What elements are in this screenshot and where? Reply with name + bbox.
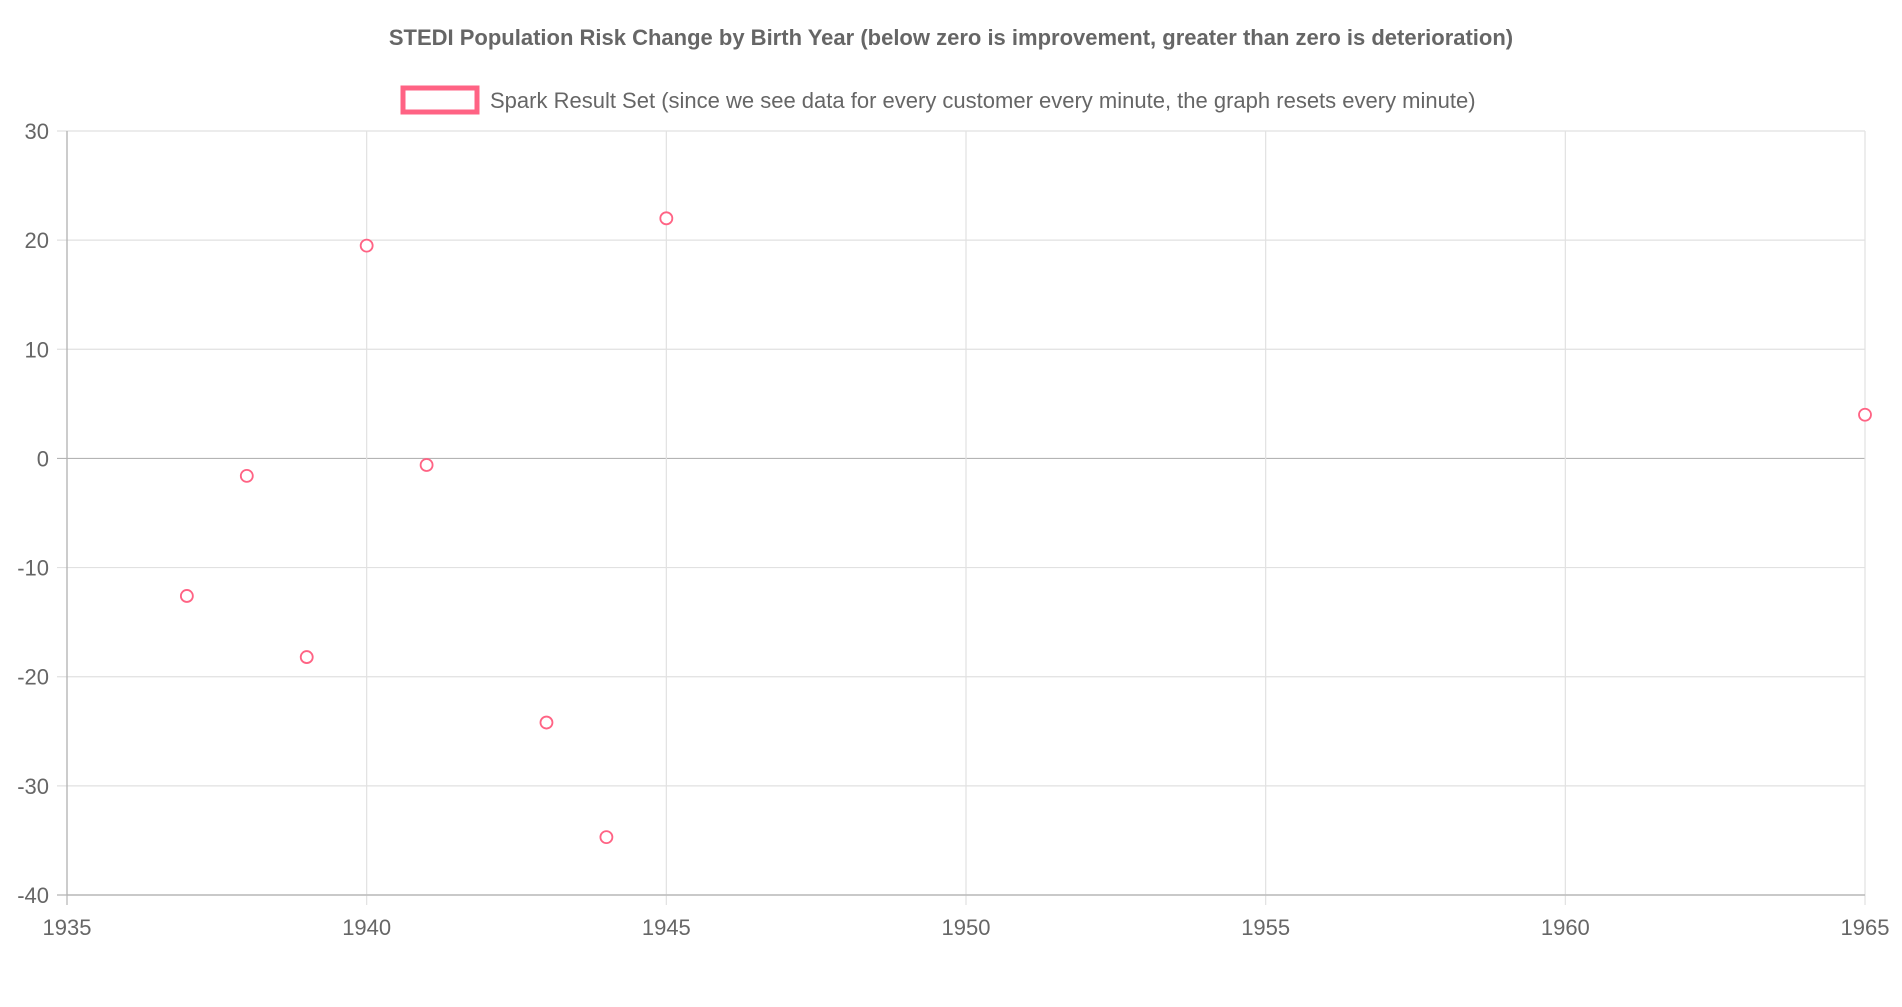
x-tick-label: 1955 — [1241, 915, 1290, 940]
data-point[interactable] — [419, 458, 434, 472]
y-tick-label: -20 — [17, 665, 49, 690]
y-tick-label: -40 — [17, 883, 49, 908]
axes — [66, 131, 1865, 896]
legend-label[interactable]: Spark Result Set (since we see data for … — [490, 88, 1476, 113]
data-point[interactable] — [239, 468, 254, 483]
data-point[interactable] — [659, 211, 674, 226]
legend[interactable]: Spark Result Set (since we see data for … — [400, 85, 1476, 115]
y-tick-label: 30 — [25, 119, 49, 144]
x-axis-tick-labels: 1935 1940 1945 1950 1955 1960 1965 — [43, 915, 1890, 940]
x-tick-label: 1965 — [1841, 915, 1890, 940]
x-tick-label: 1950 — [942, 915, 991, 940]
data-points — [179, 211, 1872, 845]
x-tick-label: 1935 — [43, 915, 92, 940]
grid-lines — [57, 130, 1866, 905]
data-point[interactable] — [179, 589, 194, 603]
data-point[interactable] — [359, 238, 374, 253]
x-tick-label: 1945 — [642, 915, 691, 940]
y-axis-tick-labels: 30 20 10 0 -10 -20 -30 -40 — [17, 119, 49, 908]
y-tick-label: -10 — [17, 556, 49, 581]
data-point[interactable] — [1858, 407, 1872, 422]
y-tick-label: 10 — [25, 337, 49, 362]
x-tick-label: 1960 — [1541, 915, 1590, 940]
data-point[interactable] — [539, 715, 554, 730]
legend-swatch[interactable] — [400, 85, 480, 115]
chart-title: STEDI Population Risk Change by Birth Ye… — [389, 25, 1513, 50]
data-point[interactable] — [299, 650, 314, 664]
y-tick-label: 0 — [37, 446, 49, 471]
x-tick-label: 1940 — [342, 915, 391, 940]
y-tick-label: -30 — [17, 774, 49, 799]
data-point[interactable] — [599, 830, 614, 845]
y-tick-label: 20 — [25, 228, 49, 253]
